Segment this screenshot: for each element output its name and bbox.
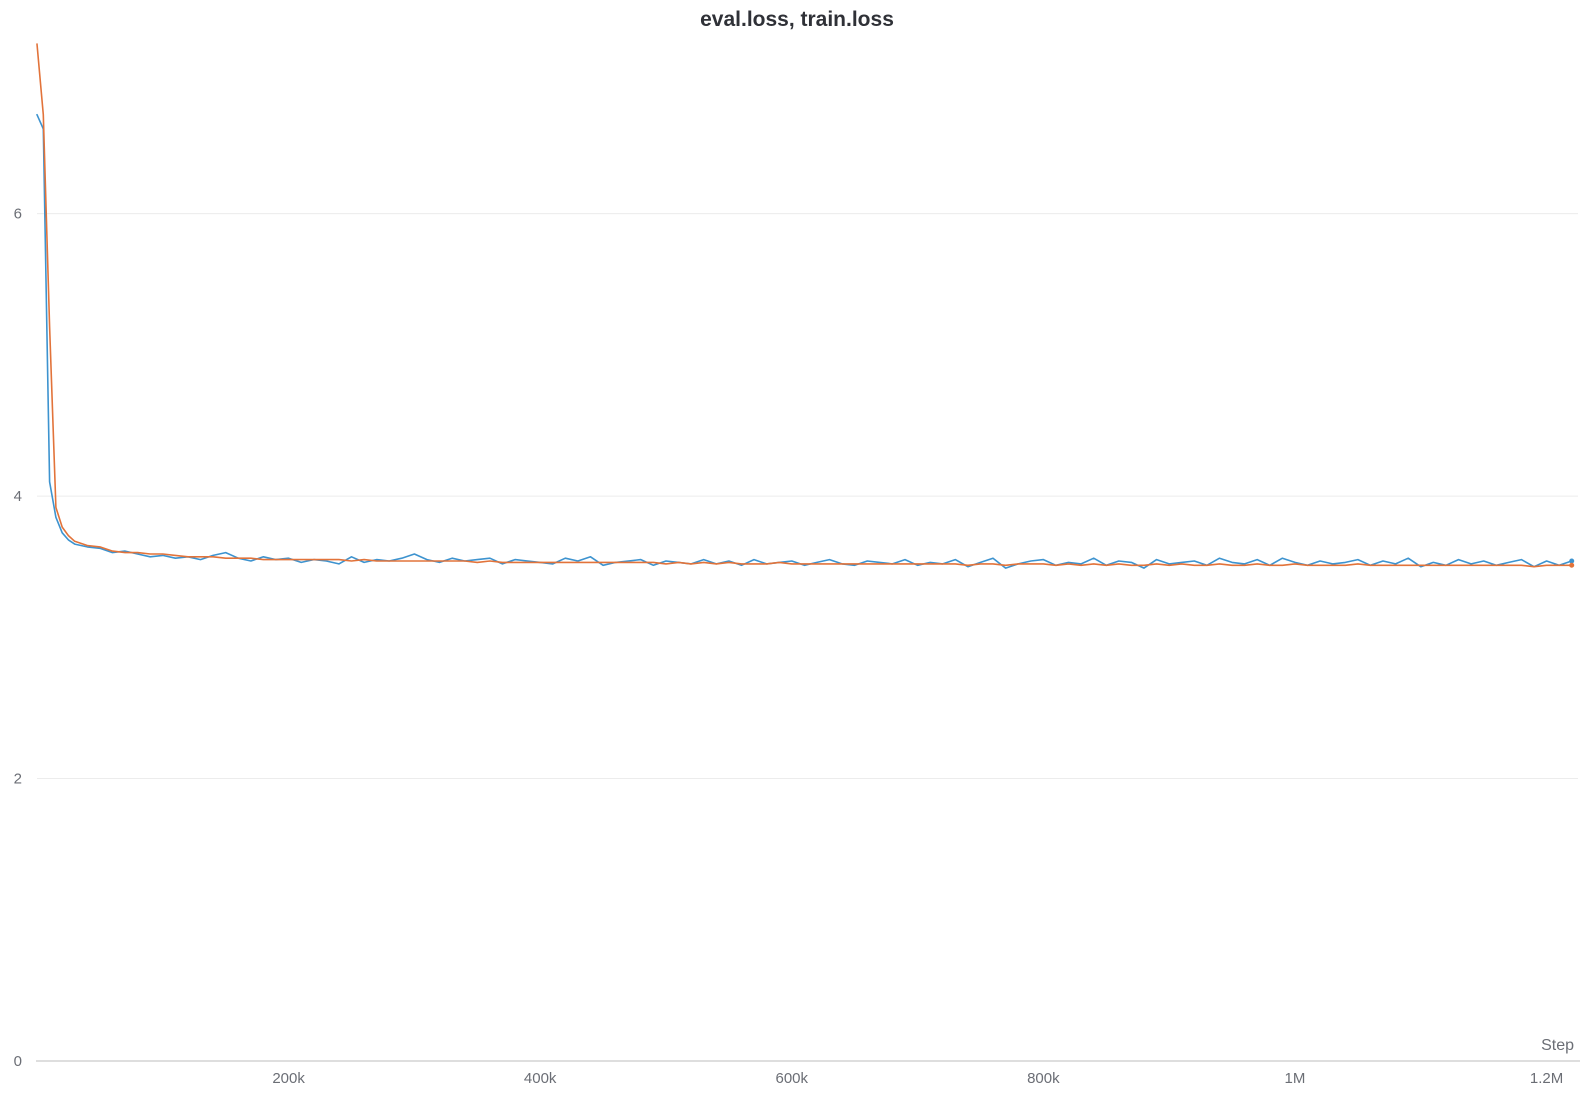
y-tick-label: 6 [14, 206, 22, 223]
x-tick-layer: 200k 400k 600k 800k 1M 1.2M [272, 1070, 1563, 1087]
x-tick-label: 400k [524, 1070, 557, 1087]
x-tick-label: 600k [776, 1070, 809, 1087]
x-axis-label: Step [1541, 1037, 1574, 1054]
eval-loss-line [36, 113, 1573, 569]
chart-title: eval.loss, train.loss [700, 8, 894, 31]
y-tick-label: 2 [14, 771, 22, 788]
x-tick-label: 800k [1027, 1070, 1060, 1087]
grid-layer [37, 213, 1578, 780]
train-loss-line [36, 43, 1573, 568]
x-tick-label: 1.2M [1530, 1070, 1563, 1087]
y-tick-label: 4 [14, 488, 22, 505]
x-tick-label: 1M [1285, 1070, 1306, 1087]
eval-loss-end-marker [1569, 558, 1575, 564]
x-tick-label: 200k [272, 1070, 305, 1087]
series-layer [36, 43, 1575, 569]
train-loss-end-marker [1569, 562, 1575, 568]
y-tick-layer: 0 2 4 6 [14, 206, 22, 1070]
y-tick-label: 0 [14, 1053, 22, 1070]
